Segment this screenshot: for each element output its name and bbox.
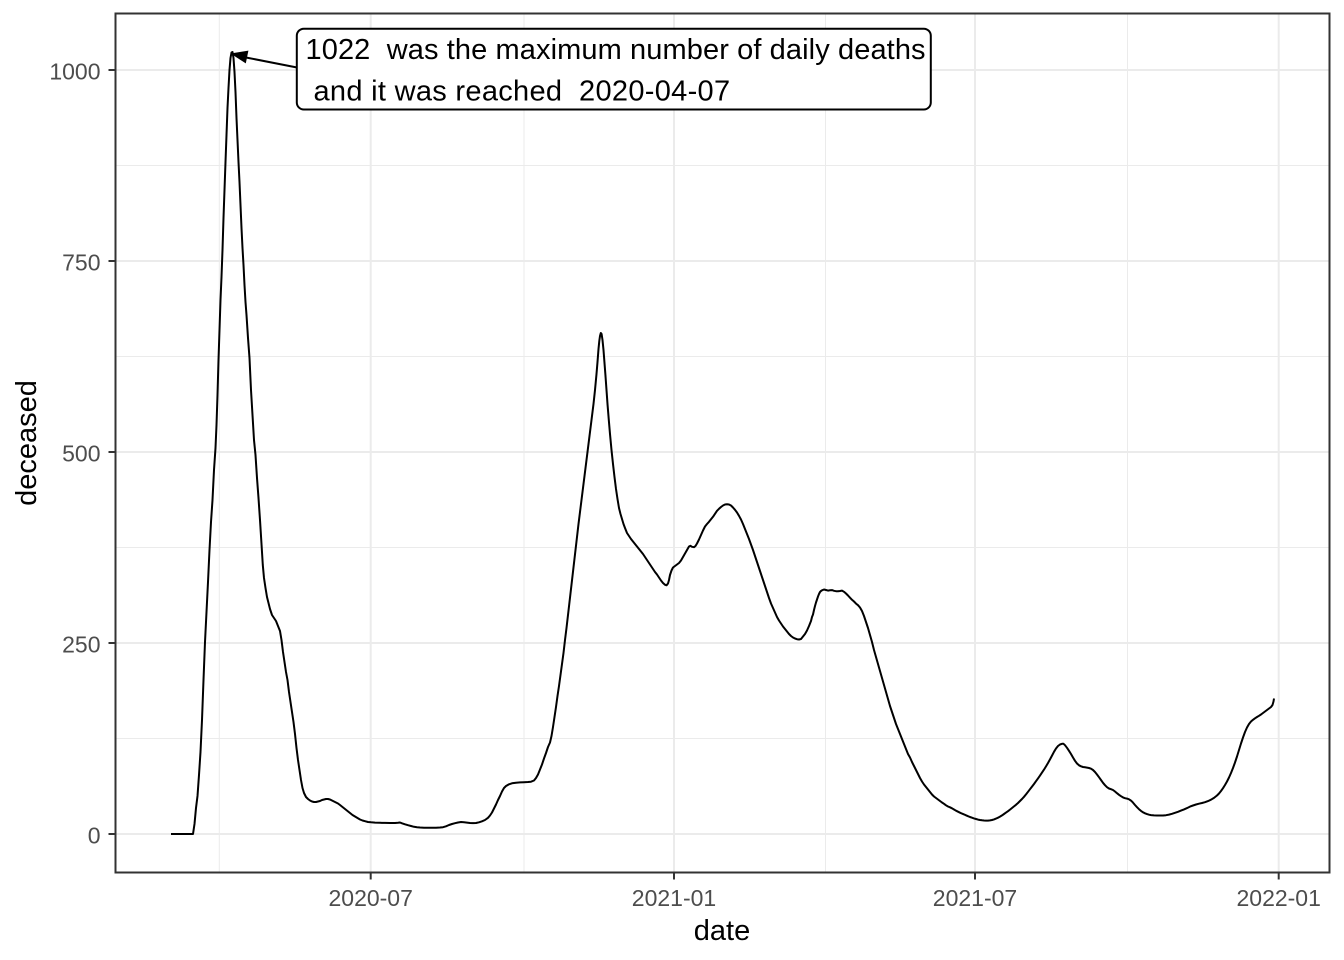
svg-text:500: 500 [62, 441, 100, 467]
svg-text:750: 750 [62, 250, 100, 276]
svg-text:2022-01: 2022-01 [1236, 885, 1320, 911]
svg-text:and it was reached 2020-04-07: and it was reached 2020-04-07 [314, 76, 731, 108]
svg-text:2021-01: 2021-01 [632, 885, 716, 911]
svg-text:1000: 1000 [49, 59, 100, 85]
svg-text:2020-07: 2020-07 [328, 885, 412, 911]
svg-text:date: date [694, 915, 750, 947]
svg-text:2021-07: 2021-07 [933, 885, 1017, 911]
svg-text:0: 0 [88, 823, 101, 849]
svg-text:250: 250 [62, 632, 100, 658]
svg-text:deceased: deceased [11, 380, 43, 506]
svg-text:1022 was the maximum number o: 1022 was the maximum number of daily dea… [306, 34, 926, 66]
